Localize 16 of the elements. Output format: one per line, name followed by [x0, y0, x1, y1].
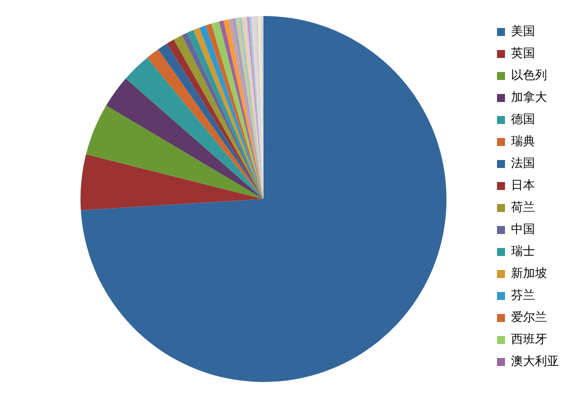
legend-label: 西班牙 — [511, 332, 547, 346]
legend-label: 中国 — [511, 222, 535, 236]
legend-label: 爱尔兰 — [511, 310, 547, 324]
legend-label: 新加坡 — [511, 266, 547, 280]
legend-label: 美国 — [511, 24, 535, 38]
legend-label: 法国 — [511, 156, 535, 170]
legend-label: 英国 — [511, 46, 535, 60]
legend-label: 瑞士 — [511, 244, 535, 258]
legend-label: 德国 — [511, 112, 535, 126]
legend-label: 澳大利亚 — [511, 354, 559, 368]
legend-label: 荷兰 — [511, 200, 535, 214]
legend-label: 瑞典 — [511, 134, 535, 148]
legend-label: 加拿大 — [511, 90, 547, 104]
legend-label: 芬兰 — [511, 288, 535, 302]
legend-label: 日本 — [511, 178, 535, 192]
legend-label: 以色列 — [511, 68, 547, 82]
